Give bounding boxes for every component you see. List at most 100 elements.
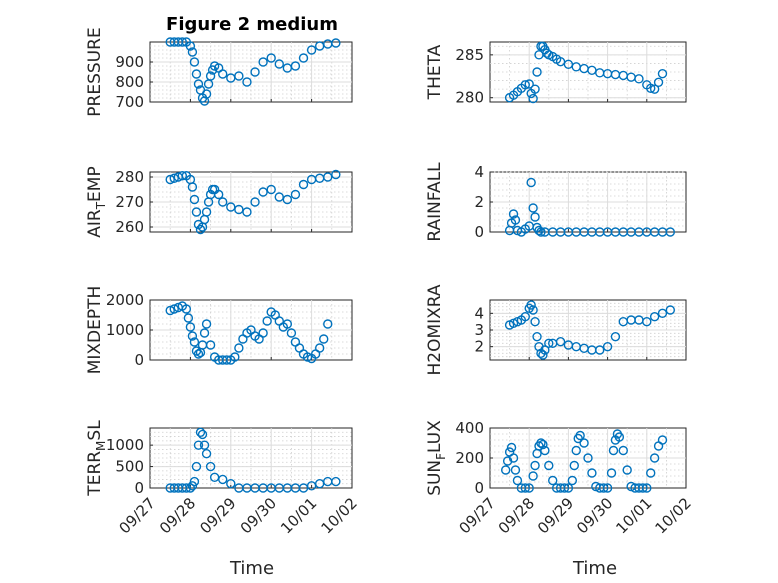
data-point [634,74,644,84]
data-point [177,37,188,47]
x-tick-label: 09/30 [237,494,280,537]
data-point [187,182,198,192]
data-point [567,475,578,486]
data-point [193,349,204,359]
y-tick-label: 285 [455,46,484,64]
data-point [183,313,194,323]
data-point [169,173,179,183]
data-point [534,225,544,236]
data-point [331,169,341,180]
data-point [602,483,613,493]
y-axis-label-subscript: F [434,453,448,460]
y-axis-label: AIRTEMP [85,166,108,237]
data-point [653,77,664,87]
data-point [274,59,284,69]
y-tick-label: 4 [474,304,484,322]
data-point [234,71,244,81]
data-point [583,453,593,463]
data-point [665,227,676,237]
data-point [205,71,216,81]
data-point [331,476,341,487]
data-point [187,47,198,57]
axes-rainfall: 0 2 4 RAINFALL [425,162,687,242]
data-point [536,438,546,448]
y-axis-label: SUNFLUX [425,420,448,496]
data-point [657,69,668,79]
data-point [563,483,574,493]
axes-sun-flux: 0 200 400 SUNFLUX 09/2709/2809/2909/3010/011… [425,419,695,537]
x-tick-label: 10/02 [652,494,695,537]
data-point [266,184,276,195]
data-point [530,84,540,94]
data-point [230,352,240,362]
data-point [555,336,566,347]
y-axis-label-rest: SL [85,420,105,441]
data-point [520,311,530,322]
y-axis-label: PRESSURE [85,27,105,116]
data-point [657,435,668,445]
data-point [649,311,660,322]
data-point [181,483,192,493]
x-tick-label: 10/02 [318,494,361,537]
data-point [218,69,228,79]
y-axis-label-subscript: M [94,441,108,451]
data-point [187,331,198,341]
data-point [618,445,628,456]
axes-h2omixra: 234 H2OMIXRA [425,284,687,376]
data-point [649,84,660,94]
data-point [234,204,244,215]
data-point [520,80,530,90]
y-tick-label: 2 [474,193,484,211]
data-point [649,453,660,463]
data-point [242,77,252,87]
data-point [218,474,228,485]
data-point [266,53,276,63]
data-point [530,316,540,327]
data-point [508,453,519,463]
data-point [199,440,210,450]
data-point [258,328,268,338]
axes-pressure: 700 800 900 PRESSURE [85,27,353,117]
y-axis-label: TERRMSL [85,420,108,497]
data-point [524,79,534,89]
data-point [608,445,619,456]
data-point [540,445,550,456]
y-tick-label: 0 [134,351,144,369]
data-point [177,171,188,181]
data-point [319,334,329,344]
figure-title: Figure 2 medium [166,14,338,35]
data-point [262,316,272,326]
data-point [540,345,550,355]
data-point [528,305,538,315]
data-point [234,343,244,353]
y-tick-label: 0 [474,479,484,497]
data-point [538,350,548,360]
data-point [185,322,196,332]
y-tick-label: 500 [115,458,144,476]
x-tick-label: 09/29 [196,494,239,537]
axes-layer: 700 800 900 PRESSURE 280 285 THETA 260 270 280 AIR… [85,27,695,537]
y-tick-label: 1000 [106,436,144,454]
data-point [569,460,579,471]
data-point [530,460,540,471]
data-point [181,304,192,314]
data-point [258,187,268,197]
x-tick-label: 09/27 [456,494,499,537]
y-tick-label: 270 [115,193,144,211]
data-point [286,328,297,338]
data-point [331,38,341,48]
data-point [500,465,511,475]
data-point [191,461,202,472]
data-point [575,430,585,441]
y-tick-label: 280 [115,168,144,186]
data-point [199,328,210,338]
x-tick-label: 09/29 [534,494,577,537]
y-tick-label: 260 [115,218,144,236]
y-axis-label: RAINFALL [425,162,445,242]
data-point [544,460,554,471]
data-point [614,432,625,442]
axes-air-temp: 260 270 280 AIRTEMP [85,166,353,238]
